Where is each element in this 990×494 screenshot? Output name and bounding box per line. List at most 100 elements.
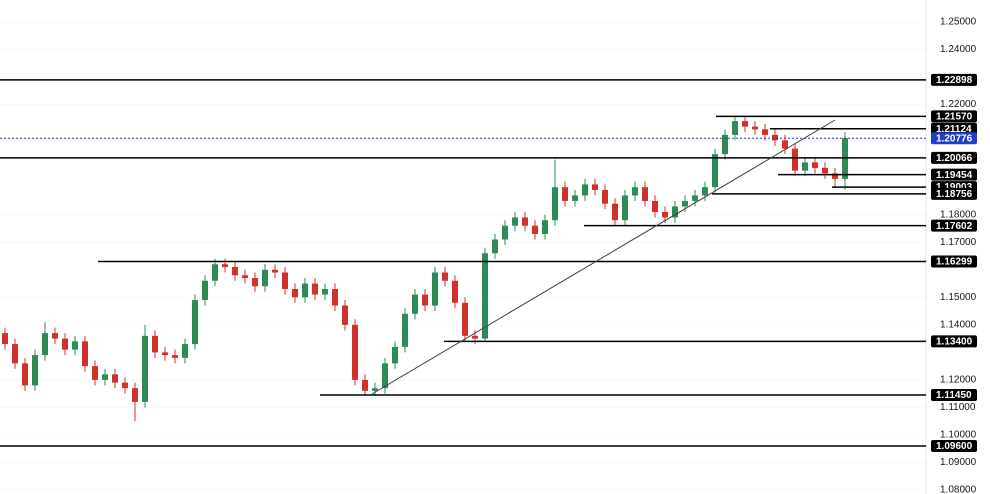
candle-body: [402, 313, 408, 347]
candle-body: [182, 344, 188, 358]
level-label: 1.20066: [936, 153, 973, 164]
candle-body: [102, 374, 108, 380]
candle-body: [72, 341, 78, 350]
candle-body: [242, 275, 248, 279]
candle-body: [452, 280, 458, 303]
candle-body: [262, 269, 268, 287]
candle-body: [472, 335, 478, 339]
candle-body: [382, 363, 388, 389]
candle-body: [322, 289, 328, 295]
candle-body: [592, 184, 598, 190]
candle-body: [12, 344, 18, 364]
candle-body: [832, 173, 838, 179]
candle-body: [222, 264, 228, 268]
level-label: 1.21570: [936, 112, 973, 123]
level-label-box: [931, 219, 977, 232]
level-label-box: [931, 255, 977, 268]
candle-body: [792, 148, 798, 171]
level-label-box: [931, 168, 977, 181]
level-label: 1.11450: [936, 390, 972, 401]
level-label-box: [931, 110, 977, 123]
y-tick-label: 1.14000: [940, 319, 977, 330]
candle-body: [462, 302, 468, 336]
candle-body: [192, 300, 198, 345]
candle-body: [482, 253, 488, 339]
candle-body: [82, 341, 88, 367]
level-label: 1.17602: [936, 221, 973, 232]
candle-body: [362, 379, 368, 391]
candle-body: [572, 195, 578, 201]
level-label-box: [931, 151, 977, 164]
candle-body: [352, 324, 358, 380]
current-price-box: [931, 132, 977, 145]
candle-body: [342, 305, 348, 325]
y-tick-label: 1.08000: [940, 485, 977, 494]
candle-body: [622, 195, 628, 221]
candle-body: [522, 217, 528, 226]
level-label-box: [931, 73, 977, 86]
y-tick-label: 1.09000: [940, 457, 977, 468]
candle-body: [52, 333, 58, 339]
candle-body: [422, 294, 428, 306]
candle-body: [282, 272, 288, 290]
candle-body: [132, 388, 138, 402]
y-tick-label: 1.11000: [940, 402, 976, 413]
level-label-box: [931, 389, 977, 402]
level-label: 1.09600: [936, 441, 973, 452]
candle-body: [712, 154, 718, 188]
y-tick-label: 1.18000: [940, 209, 977, 220]
candle-body: [612, 203, 618, 221]
candle-body: [652, 200, 658, 212]
candle-body: [122, 382, 128, 389]
candle-body: [502, 225, 508, 240]
candle-body: [752, 126, 758, 130]
candle-body: [742, 121, 748, 127]
y-tick-label: 1.12000: [940, 375, 977, 386]
candle-body: [32, 355, 38, 386]
candle-body: [702, 187, 708, 196]
level-label: 1.22898: [936, 75, 973, 86]
candle-body: [512, 217, 518, 226]
level-label-box: [931, 439, 977, 452]
candle-body: [232, 267, 238, 276]
candle-body: [142, 335, 148, 402]
candle-body: [542, 220, 548, 234]
candle-body: [722, 134, 728, 155]
candle-body: [252, 278, 258, 287]
candle-body: [682, 200, 688, 207]
candle-body: [372, 388, 378, 391]
level-label: 1.16299: [936, 257, 973, 268]
y-tick-label: 1.22000: [940, 99, 977, 110]
candle-body: [202, 280, 208, 301]
candle-body: [532, 225, 538, 234]
candle-body: [92, 366, 98, 380]
candle-body: [432, 272, 438, 306]
level-label: 1.13400: [936, 336, 973, 347]
level-label: 1.19454: [936, 170, 973, 181]
candle-body: [732, 121, 738, 135]
candle-body: [62, 338, 68, 350]
level-label-box: [931, 122, 977, 135]
candle-body: [642, 187, 648, 201]
level-label: 1.21124: [936, 124, 972, 135]
candle-body: [692, 195, 698, 201]
y-tick-label: 1.24000: [940, 44, 977, 55]
current-price-label: 1.20776: [936, 133, 973, 144]
candle-body: [212, 264, 218, 281]
candle-body: [552, 187, 558, 221]
candle-body: [772, 134, 778, 141]
candle-body: [312, 283, 318, 295]
candle-body: [22, 363, 28, 386]
candle-body: [562, 187, 568, 201]
candle-body: [412, 294, 418, 314]
candle-body: [812, 162, 818, 168]
candle-body: [802, 162, 808, 171]
candle-body: [292, 289, 298, 298]
candle-body: [272, 269, 278, 273]
candle-body: [152, 335, 158, 353]
candle-body: [632, 187, 638, 196]
trendline: [371, 119, 836, 395]
candle-body: [442, 272, 448, 281]
y-tick-label: 1.15000: [940, 292, 977, 303]
candle-body: [392, 346, 398, 364]
